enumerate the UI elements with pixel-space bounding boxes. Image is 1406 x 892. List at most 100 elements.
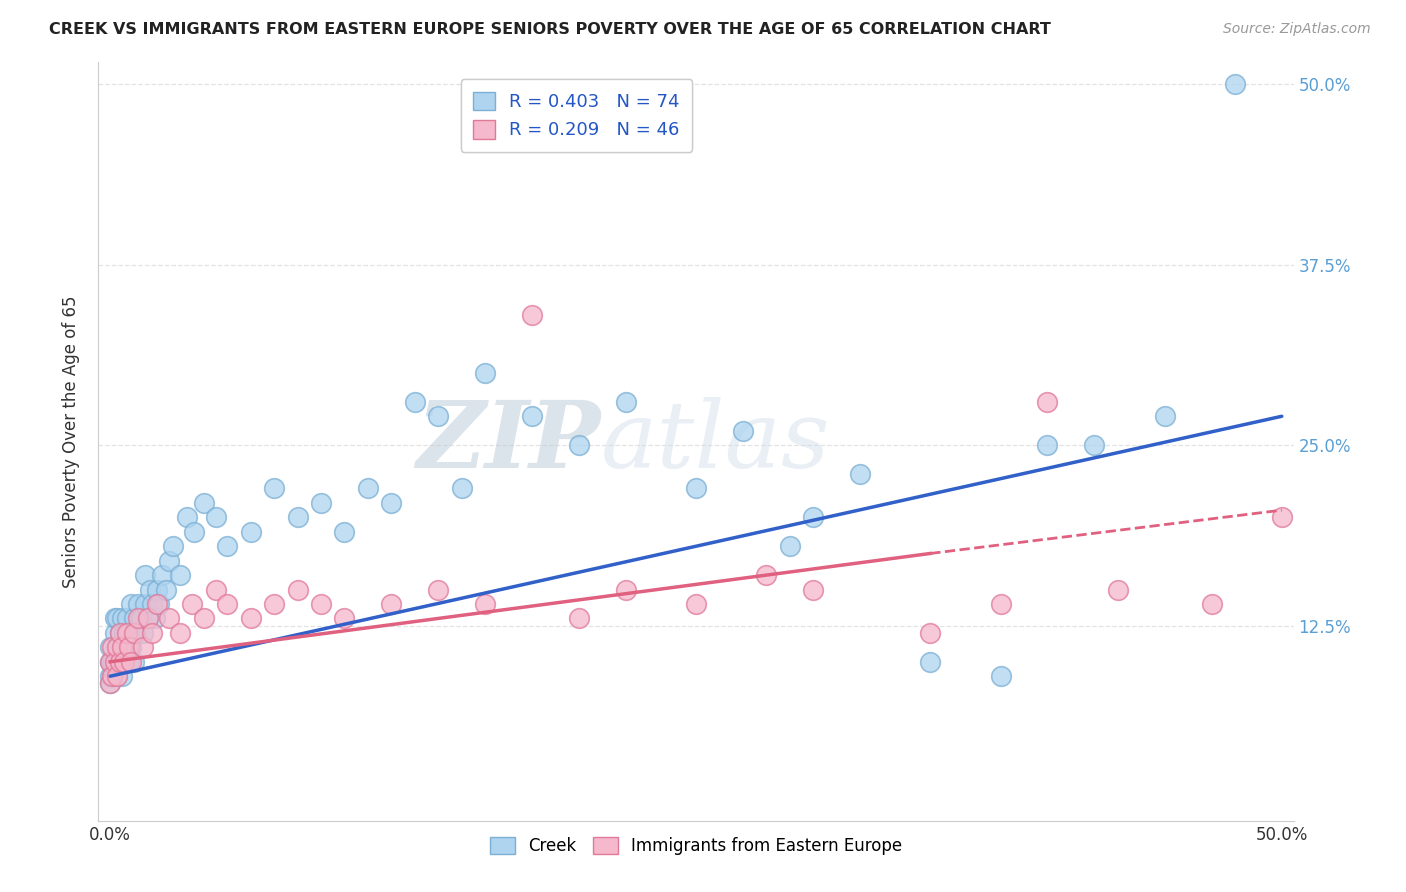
Point <box>111 640 134 655</box>
Point <box>146 582 169 597</box>
Point <box>108 626 131 640</box>
Point <box>112 655 135 669</box>
Point <box>112 655 135 669</box>
Point <box>990 597 1012 611</box>
Point <box>143 611 166 625</box>
Point <box>98 676 121 690</box>
Point <box>98 676 121 690</box>
Point <box>309 496 332 510</box>
Point <box>134 568 156 582</box>
Point <box>108 655 131 669</box>
Point <box>162 539 184 553</box>
Point <box>176 510 198 524</box>
Point <box>118 626 141 640</box>
Point <box>104 655 127 669</box>
Point <box>217 597 239 611</box>
Point <box>1153 409 1175 424</box>
Point <box>118 655 141 669</box>
Point <box>568 438 591 452</box>
Point <box>115 640 138 655</box>
Point <box>120 640 142 655</box>
Point <box>127 611 149 625</box>
Point <box>287 510 309 524</box>
Point <box>920 655 942 669</box>
Point <box>357 482 380 496</box>
Point <box>120 655 142 669</box>
Point <box>104 655 127 669</box>
Point <box>105 611 128 625</box>
Point <box>193 611 215 625</box>
Point <box>287 582 309 597</box>
Point <box>309 597 332 611</box>
Point <box>920 626 942 640</box>
Point <box>990 669 1012 683</box>
Point <box>204 582 226 597</box>
Point <box>520 308 543 322</box>
Point <box>333 611 356 625</box>
Point <box>111 669 134 683</box>
Point <box>1201 597 1223 611</box>
Point <box>122 626 145 640</box>
Y-axis label: Seniors Poverty Over the Age of 65: Seniors Poverty Over the Age of 65 <box>62 295 80 588</box>
Point <box>98 655 121 669</box>
Point <box>427 582 450 597</box>
Point <box>263 482 285 496</box>
Point <box>685 482 707 496</box>
Point <box>98 669 121 683</box>
Point <box>263 597 285 611</box>
Point <box>849 467 872 481</box>
Point <box>183 524 205 539</box>
Point <box>1223 77 1246 91</box>
Point <box>148 597 170 611</box>
Text: Source: ZipAtlas.com: Source: ZipAtlas.com <box>1223 22 1371 37</box>
Point <box>731 424 754 438</box>
Point <box>120 597 142 611</box>
Point <box>150 568 173 582</box>
Point <box>101 640 124 655</box>
Point <box>115 611 138 625</box>
Point <box>474 366 496 380</box>
Point <box>801 582 824 597</box>
Point <box>112 626 135 640</box>
Point <box>101 669 124 683</box>
Point <box>127 597 149 611</box>
Point <box>104 626 127 640</box>
Point <box>1107 582 1129 597</box>
Legend: Creek, Immigrants from Eastern Europe: Creek, Immigrants from Eastern Europe <box>482 830 910 862</box>
Point <box>169 568 191 582</box>
Point <box>685 597 707 611</box>
Point <box>614 394 637 409</box>
Point <box>141 597 163 611</box>
Point <box>141 626 163 640</box>
Point <box>139 582 162 597</box>
Point <box>1036 394 1059 409</box>
Point <box>779 539 801 553</box>
Point <box>801 510 824 524</box>
Point <box>157 611 180 625</box>
Point <box>193 496 215 510</box>
Point <box>239 611 262 625</box>
Point <box>111 640 134 655</box>
Point <box>132 640 155 655</box>
Point <box>520 409 543 424</box>
Point <box>122 611 145 625</box>
Point <box>568 611 591 625</box>
Text: CREEK VS IMMIGRANTS FROM EASTERN EUROPE SENIORS POVERTY OVER THE AGE OF 65 CORRE: CREEK VS IMMIGRANTS FROM EASTERN EUROPE … <box>49 22 1052 37</box>
Point <box>380 597 402 611</box>
Point <box>136 611 159 625</box>
Point <box>404 394 426 409</box>
Point <box>98 655 121 669</box>
Point <box>450 482 472 496</box>
Point <box>217 539 239 553</box>
Point <box>427 409 450 424</box>
Point <box>1083 438 1105 452</box>
Point <box>105 669 128 683</box>
Point <box>111 611 134 625</box>
Point <box>101 655 124 669</box>
Point <box>129 611 152 625</box>
Point <box>239 524 262 539</box>
Point <box>169 626 191 640</box>
Point <box>474 597 496 611</box>
Point <box>122 655 145 669</box>
Point <box>157 554 180 568</box>
